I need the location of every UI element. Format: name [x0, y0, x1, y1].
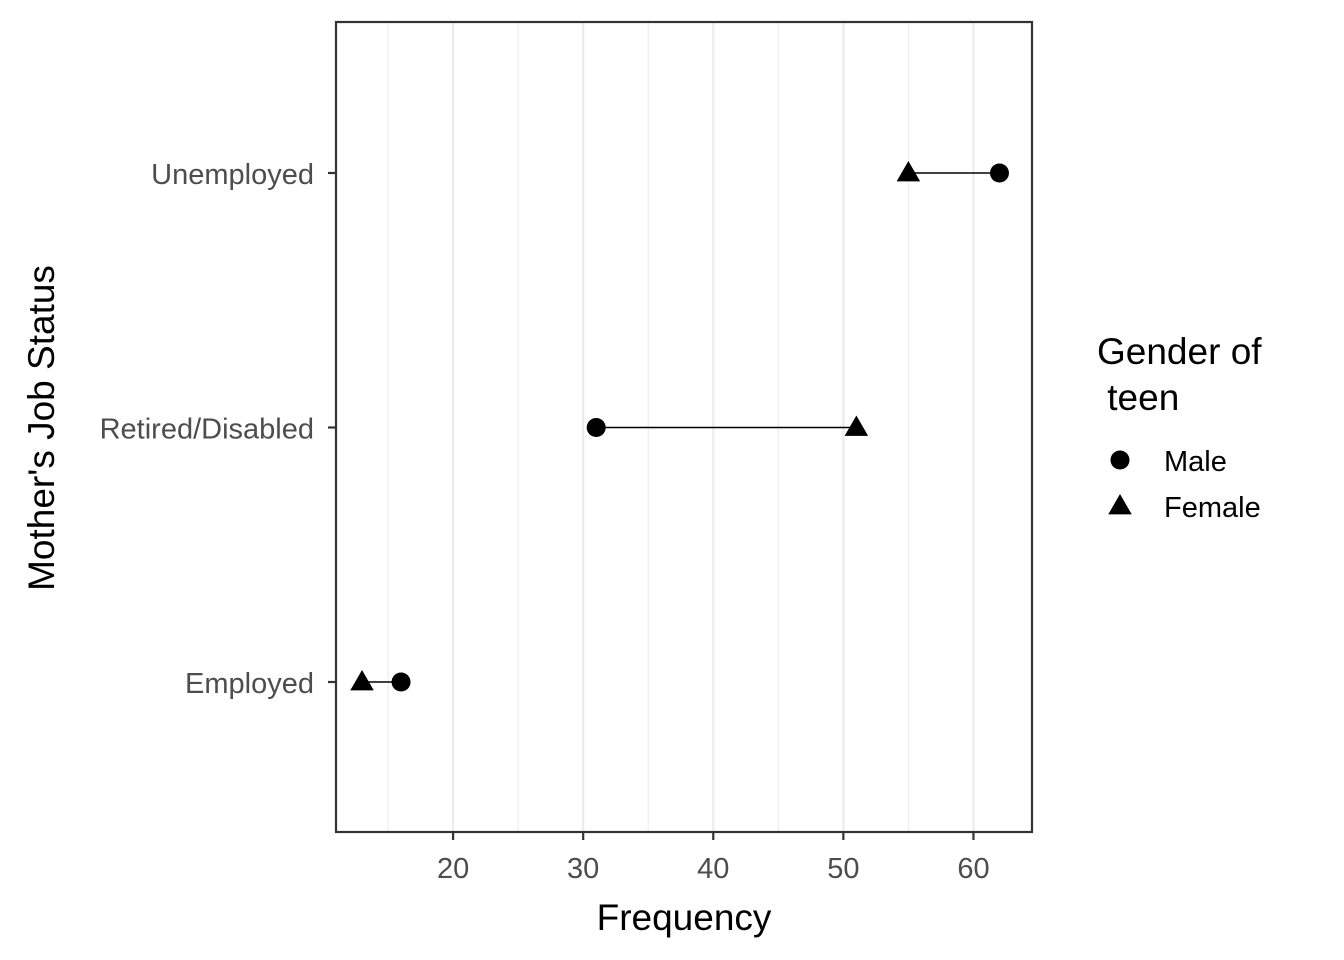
female-point [350, 670, 374, 691]
data-points [350, 161, 1009, 692]
legend-keys: Male Female [1108, 446, 1261, 524]
y-axis-title: Mother's Job Status [21, 265, 62, 591]
female-point [896, 161, 921, 182]
x-tick-label: 60 [957, 853, 989, 885]
legend-key-male-icon [1110, 450, 1130, 470]
male-point [391, 672, 411, 692]
x-tick-label: 40 [697, 853, 729, 885]
y-tick-label: Unemployed [151, 159, 314, 191]
x-tick-label: 20 [437, 853, 469, 885]
x-tick-label: 30 [567, 853, 599, 885]
legend-key-female-icon [1108, 494, 1132, 515]
legend-label: Male [1164, 446, 1227, 478]
x-axis-ticks: 20 30 40 50 60 [437, 832, 990, 885]
legend-title-line-1: Gender of [1097, 331, 1262, 372]
y-tick-label: Retired/Disabled [100, 414, 314, 446]
male-point [586, 418, 606, 437]
legend: Gender of teen Male Female [1097, 331, 1262, 524]
legend-title-line-2: teen [1097, 377, 1179, 418]
x-tick-label: 50 [827, 853, 859, 885]
x-axis-title: Frequency [597, 897, 772, 938]
y-tick-label: Employed [185, 668, 314, 700]
y-axis-ticks: Employed Retired/Disabled Unemployed [100, 159, 336, 700]
female-point [844, 415, 869, 436]
male-point [989, 163, 1009, 183]
legend-label: Female [1164, 492, 1261, 524]
